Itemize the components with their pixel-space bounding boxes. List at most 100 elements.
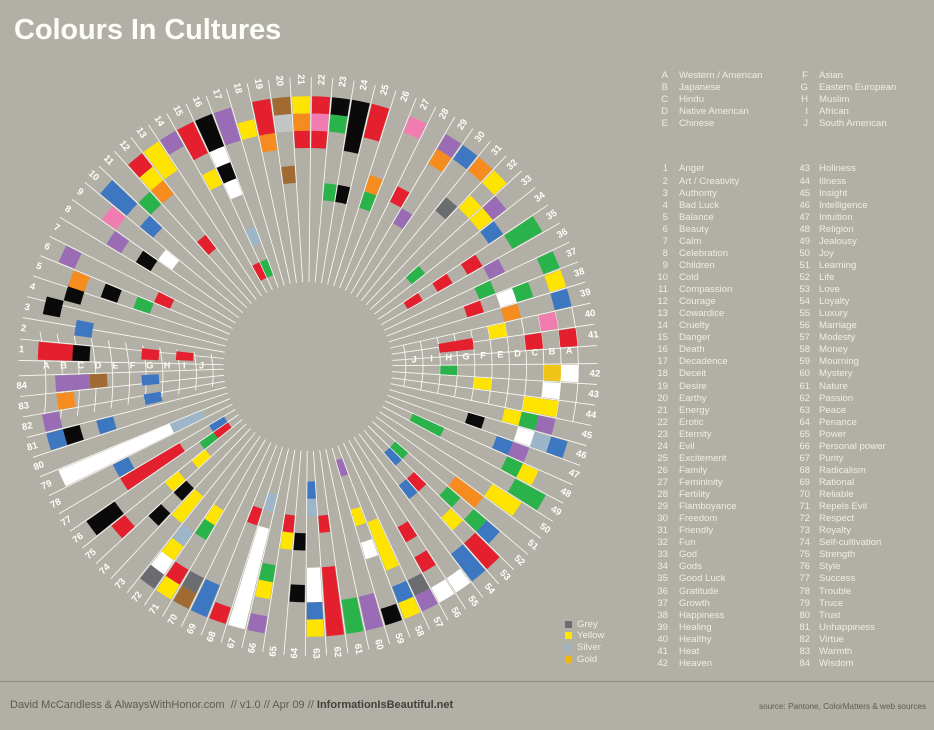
svg-text:79: 79 (40, 478, 54, 492)
svg-text:H: H (445, 353, 452, 363)
svg-text:J: J (412, 355, 417, 365)
svg-text:83: 83 (18, 400, 30, 412)
svg-text:E: E (497, 350, 503, 360)
svg-text:12: 12 (117, 138, 132, 153)
svg-text:D: D (514, 349, 521, 359)
svg-text:77: 77 (59, 514, 74, 529)
svg-text:9: 9 (75, 186, 86, 198)
svg-text:72: 72 (130, 590, 145, 605)
svg-text:23: 23 (337, 76, 349, 88)
svg-text:A: A (566, 345, 573, 355)
svg-text:63: 63 (310, 648, 321, 659)
svg-text:7: 7 (52, 222, 62, 234)
svg-text:G: G (462, 352, 469, 362)
svg-text:57: 57 (430, 615, 445, 629)
svg-text:80: 80 (32, 459, 46, 473)
svg-text:74: 74 (97, 561, 113, 577)
svg-text:65: 65 (267, 645, 279, 658)
svg-text:55: 55 (465, 594, 480, 610)
svg-text:G: G (146, 361, 153, 371)
svg-text:6: 6 (42, 241, 51, 253)
svg-text:B: B (60, 361, 67, 371)
svg-text:D: D (95, 361, 102, 371)
svg-text:35: 35 (544, 207, 559, 222)
svg-text:19: 19 (252, 78, 265, 90)
svg-text:15: 15 (170, 104, 185, 119)
svg-text:41: 41 (587, 329, 599, 341)
svg-text:33: 33 (519, 173, 534, 188)
svg-text:5: 5 (34, 261, 43, 273)
svg-text:58: 58 (412, 624, 426, 638)
svg-text:49: 49 (549, 504, 564, 519)
svg-text:40: 40 (584, 308, 596, 321)
svg-text:30: 30 (473, 129, 488, 144)
svg-text:H: H (164, 361, 171, 371)
svg-text:I: I (430, 354, 433, 364)
svg-text:25: 25 (378, 83, 392, 97)
svg-text:11: 11 (101, 153, 116, 168)
svg-text:B: B (549, 346, 556, 356)
svg-text:73: 73 (113, 576, 128, 591)
svg-text:32: 32 (505, 157, 520, 172)
svg-text:F: F (130, 361, 136, 371)
svg-text:75: 75 (83, 546, 99, 562)
svg-text:44: 44 (585, 409, 598, 422)
svg-text:26: 26 (398, 90, 412, 104)
svg-text:37: 37 (565, 246, 579, 260)
svg-text:64: 64 (289, 647, 301, 659)
svg-text:C: C (531, 347, 538, 357)
svg-text:69: 69 (185, 622, 199, 636)
svg-text:38: 38 (573, 266, 587, 280)
svg-text:13: 13 (134, 126, 149, 141)
svg-text:59: 59 (392, 632, 406, 646)
svg-text:3: 3 (23, 302, 30, 314)
svg-text:18: 18 (231, 82, 244, 95)
svg-text:A: A (43, 361, 50, 371)
svg-text:20: 20 (273, 75, 285, 87)
svg-text:78: 78 (49, 496, 64, 511)
svg-text:4: 4 (28, 281, 37, 293)
svg-text:68: 68 (205, 630, 219, 644)
svg-text:14: 14 (151, 114, 166, 129)
svg-text:62: 62 (331, 646, 343, 658)
svg-text:22: 22 (316, 74, 328, 85)
svg-text:8: 8 (62, 204, 72, 216)
svg-text:I: I (183, 361, 186, 371)
svg-text:61: 61 (352, 643, 365, 656)
svg-text:27: 27 (418, 97, 432, 111)
svg-text:1: 1 (19, 344, 26, 355)
svg-text:C: C (77, 361, 84, 371)
svg-text:53: 53 (497, 568, 512, 583)
svg-text:34: 34 (532, 189, 548, 205)
svg-text:39: 39 (579, 287, 592, 300)
svg-text:28: 28 (437, 107, 452, 122)
svg-text:76: 76 (71, 531, 86, 546)
svg-text:54: 54 (482, 581, 498, 597)
svg-text:21: 21 (295, 74, 306, 86)
svg-text:J: J (199, 361, 204, 371)
svg-text:67: 67 (225, 637, 238, 650)
svg-text:52: 52 (512, 553, 527, 568)
svg-text:60: 60 (372, 638, 385, 651)
svg-text:81: 81 (26, 440, 40, 454)
svg-text:47: 47 (567, 467, 581, 481)
svg-text:36: 36 (555, 226, 569, 241)
svg-text:17: 17 (210, 88, 224, 102)
svg-text:E: E (112, 361, 118, 371)
svg-text:10: 10 (86, 168, 101, 183)
svg-text:51: 51 (525, 538, 541, 554)
svg-text:2: 2 (20, 323, 27, 335)
svg-text:24: 24 (358, 78, 371, 91)
svg-text:29: 29 (455, 117, 470, 132)
svg-text:66: 66 (246, 642, 259, 654)
svg-text:42: 42 (589, 368, 600, 379)
svg-text:82: 82 (21, 420, 34, 433)
svg-text:84: 84 (16, 380, 28, 392)
svg-text:31: 31 (489, 142, 505, 158)
svg-text:56: 56 (448, 605, 463, 620)
svg-text:71: 71 (147, 601, 162, 616)
svg-text:50: 50 (537, 521, 552, 536)
svg-text:48: 48 (558, 486, 572, 501)
svg-text:46: 46 (574, 448, 587, 462)
svg-text:70: 70 (166, 612, 181, 627)
